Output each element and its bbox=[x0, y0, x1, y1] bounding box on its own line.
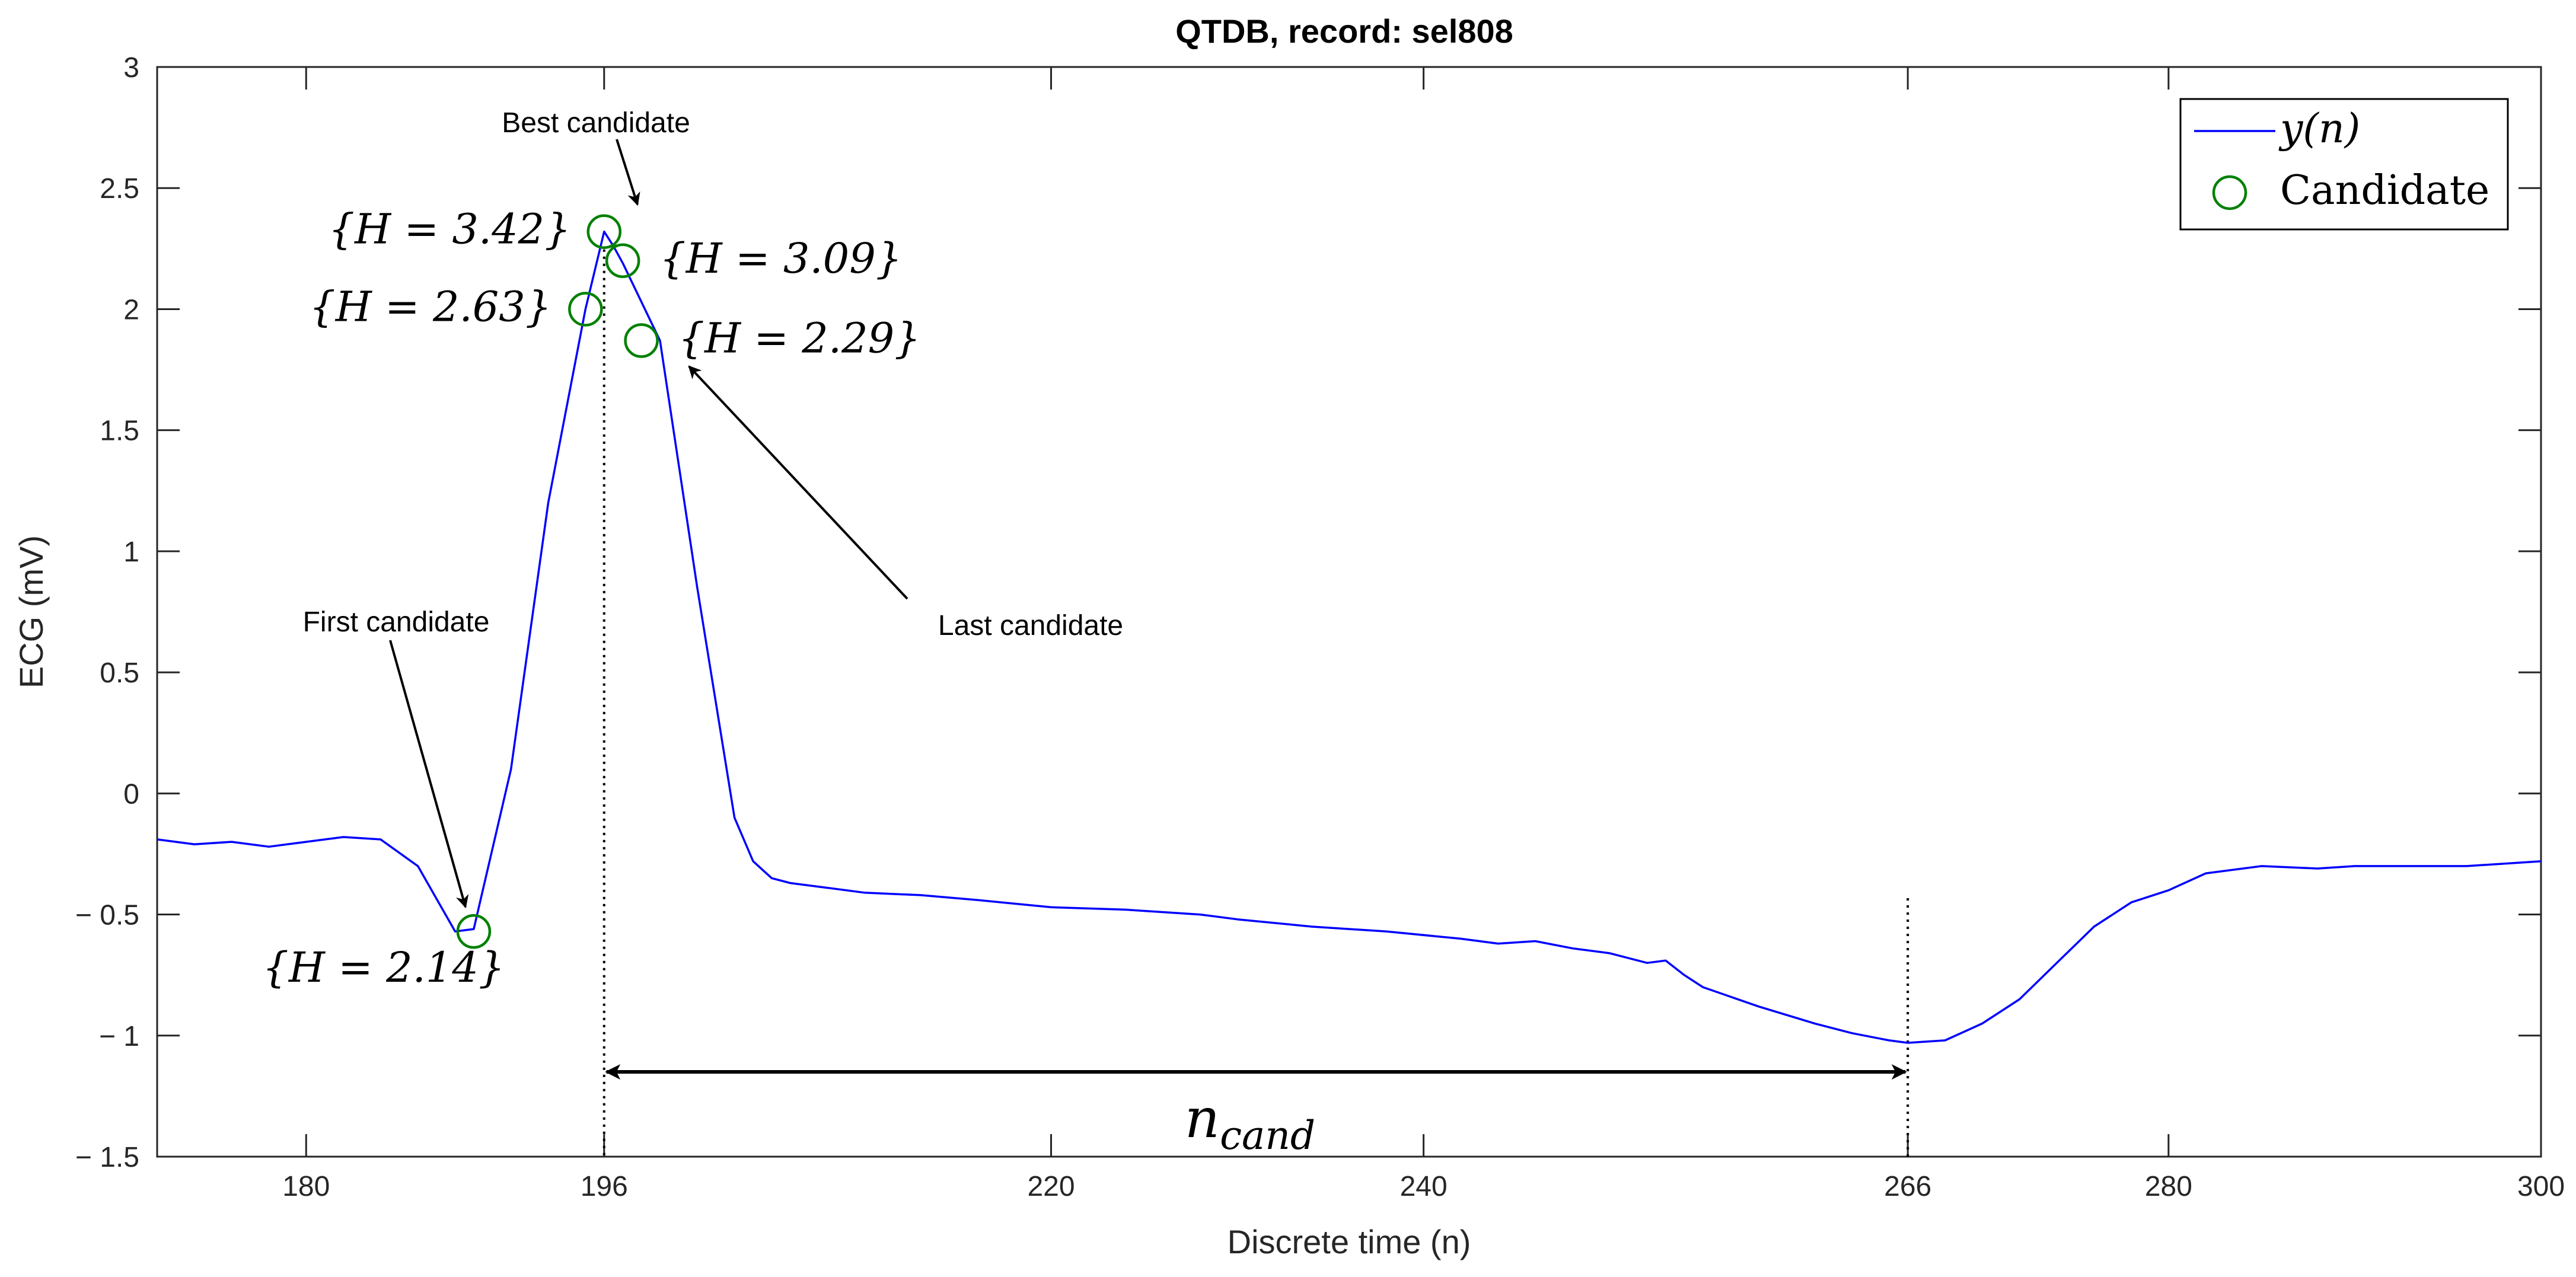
candidate-point bbox=[456, 914, 492, 949]
annotation-best-candidate: Best candidate bbox=[502, 107, 690, 206]
candidate-label: {H = 2.14} bbox=[262, 943, 505, 992]
y-tick-label: − 1.5 bbox=[75, 1142, 139, 1173]
candidate-label: {H = 3.42} bbox=[329, 205, 571, 254]
y-tick-label: 3 bbox=[123, 52, 139, 84]
annotation-best-candidate-text: Best candidate bbox=[502, 107, 690, 139]
n-cand-subscript: cand bbox=[1220, 1113, 1315, 1158]
x-tick-label: 280 bbox=[2145, 1171, 2192, 1202]
annotation-first-candidate-arrow bbox=[389, 640, 469, 909]
legend-label-y-n: y(n) bbox=[2278, 106, 2360, 152]
x-tick-label: 300 bbox=[2517, 1171, 2565, 1202]
y-tick-label: 2.5 bbox=[100, 173, 139, 205]
candidate-markers bbox=[456, 214, 659, 949]
axis-ticks bbox=[157, 66, 2542, 1158]
n-cand-span: ncand bbox=[605, 1064, 1907, 1158]
annotation-first-candidate-text: First candidate bbox=[303, 606, 490, 638]
candidate-point bbox=[586, 214, 621, 249]
y-tick-label: 1.5 bbox=[100, 416, 139, 447]
x-axis-label: Discrete time (n) bbox=[1228, 1223, 1471, 1260]
annotation-last-candidate-arrow bbox=[688, 365, 908, 600]
chart-title: QTDB, record: sel808 bbox=[1175, 12, 1513, 50]
y-tick-label: 0 bbox=[123, 778, 139, 810]
candidate-point bbox=[605, 243, 640, 279]
x-tick-label: 240 bbox=[1400, 1171, 1448, 1202]
y-tick-label: 0.5 bbox=[100, 657, 139, 689]
n-cand-base: n bbox=[1185, 1087, 1220, 1150]
x-tick-labels: 180 196 220 240 266 280 300 bbox=[282, 1171, 2565, 1202]
annotation-last-candidate-text: Last candidate bbox=[938, 610, 1123, 641]
y-tick-label: − 1 bbox=[99, 1021, 139, 1052]
candidate-point bbox=[624, 323, 659, 358]
legend-circle-swatch bbox=[2212, 175, 2247, 210]
candidate-label: {H = 2.63} bbox=[309, 282, 551, 331]
annotation-last-candidate: Last candidate bbox=[688, 365, 1123, 641]
x-tick-label: 196 bbox=[581, 1171, 628, 1202]
y-tick-label: 2 bbox=[123, 294, 139, 325]
annotation-best-candidate-arrow bbox=[616, 139, 640, 206]
y-tick-labels: 3 2.5 2 1.5 1 0.5 0 − 0.5 − 1 − 1.5 bbox=[75, 52, 139, 1173]
x-tick-label: 220 bbox=[1027, 1171, 1075, 1202]
candidate-label: {H = 2.29} bbox=[678, 314, 921, 363]
legend: y(n) Candidate bbox=[2179, 98, 2509, 231]
y-tick-label: − 0.5 bbox=[75, 900, 139, 931]
plot-area bbox=[156, 66, 2542, 1158]
y-tick-label: 1 bbox=[123, 537, 139, 568]
annotation-first-candidate: First candidate bbox=[303, 606, 490, 909]
y-axis-label: ECG (mV) bbox=[12, 535, 50, 688]
n-cand-span-label: ncand bbox=[1185, 1087, 1315, 1158]
candidate-point bbox=[568, 292, 603, 327]
vertical-markers bbox=[602, 249, 1909, 1157]
x-tick-label: 266 bbox=[1884, 1171, 1931, 1202]
x-tick-label: 180 bbox=[282, 1171, 330, 1202]
legend-label-candidate: Candidate bbox=[2280, 167, 2489, 214]
candidate-label: {H = 3.09} bbox=[659, 234, 902, 283]
candidate-labels: {H = 2.14} {H = 2.63} {H = 3.42} {H = 3.09}… bbox=[262, 205, 920, 992]
series-line-y-n bbox=[157, 230, 2542, 1044]
